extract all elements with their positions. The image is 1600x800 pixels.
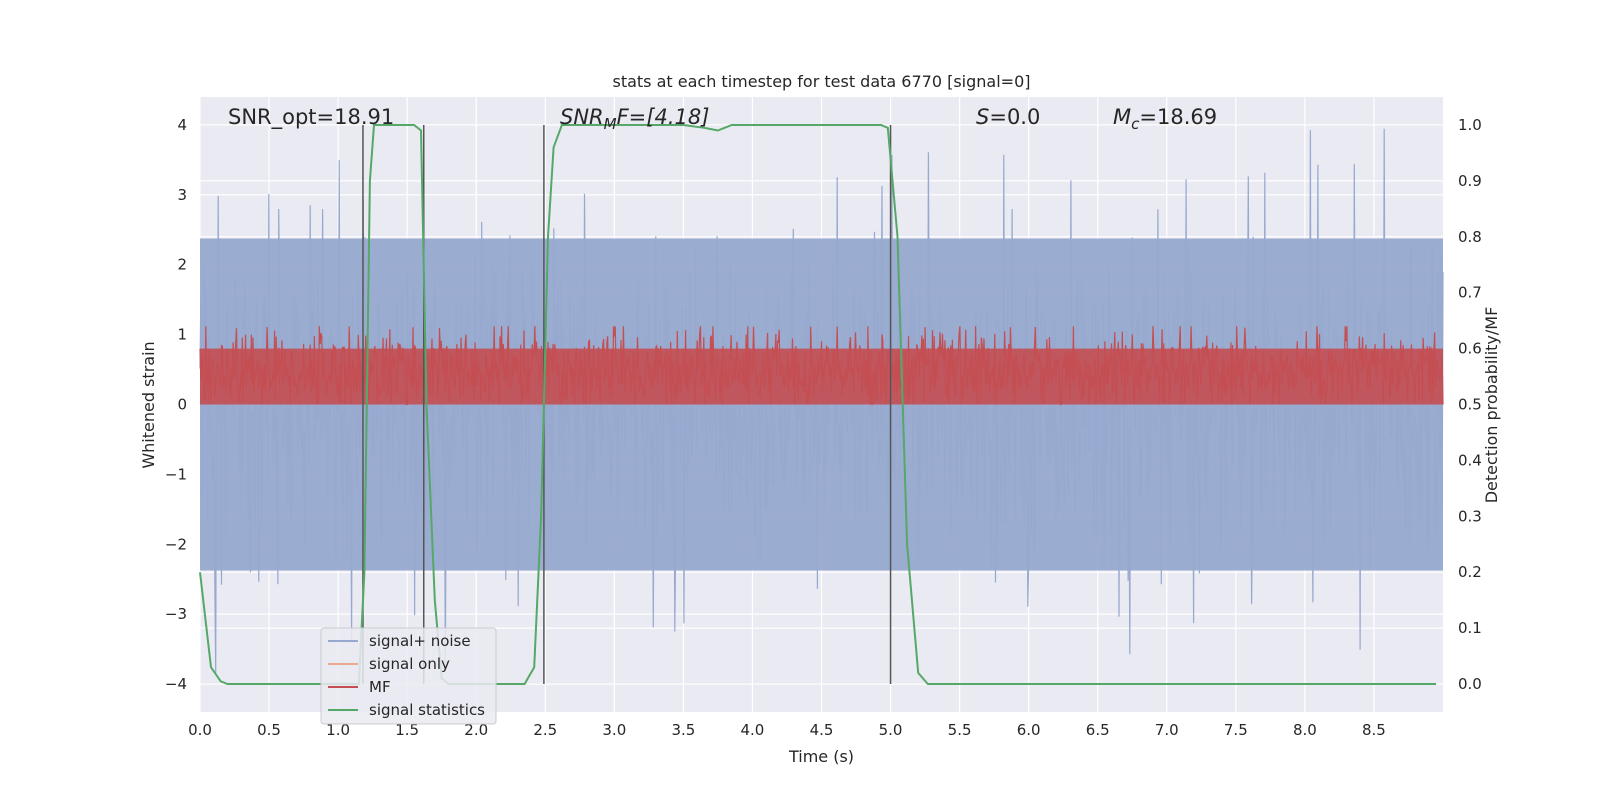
y-right-tick-label: 0.5 [1458,396,1482,414]
chart-title: stats at each timestep for test data 677… [612,72,1030,91]
x-tick-label: 5.0 [879,721,903,739]
x-tick-labels: 0.0 0.5 1.0 1.5 2.0 2.5 3.0 3.5 4.0 4.5 5.0 5.5 6.0 6… [188,721,1386,739]
y-left-tick-label: −4 [165,675,187,693]
annotation-snr-mf: SNRMF=[4.18] [560,105,709,133]
y-right-tick-label: 0.7 [1458,284,1482,302]
y-right-tick-label: 0.3 [1458,507,1482,525]
legend-box [320,627,497,725]
y-left-tick-label: −3 [165,605,187,623]
y-right-tick-label: 1.0 [1458,116,1482,134]
legend-label-signal-only: signal only [369,655,450,673]
x-tick-label: 8.5 [1362,721,1386,739]
legend-label-signal-statistics: signal statistics [369,701,485,719]
mf-line [199,326,1444,406]
x-tick-label: 5.5 [948,721,972,739]
x-tick-label: 6.5 [1086,721,1110,739]
x-tick-label: 7.0 [1155,721,1179,739]
x-tick-label: 4.0 [741,721,765,739]
x-tick-label: 0.0 [188,721,212,739]
annotation-s: S=0.0 [976,105,1040,129]
y-left-tick-label: 2 [177,256,187,274]
y-right-tick-label: 0.9 [1458,172,1482,190]
y-left-axis-label: Whitened strain [139,341,158,468]
x-tick-label: 8.0 [1293,721,1317,739]
x-tick-label: 0.5 [257,721,281,739]
x-tick-label: 1.5 [395,721,419,739]
y-right-axis-label: Detection probability/MF [1482,307,1501,504]
x-tick-label: 4.5 [810,721,834,739]
legend-label-signal-plus-noise: signal+ noise [369,632,471,650]
x-tick-label: 1.0 [326,721,350,739]
y-right-tick-label: 0.8 [1458,228,1482,246]
x-tick-label: 3.5 [671,721,695,739]
x-axis-label: Time (s) [788,747,854,766]
legend-label-mf: MF [369,678,391,696]
annotation-mc: Mc=18.69 [1113,105,1217,133]
y-right-tick-label: 0.1 [1458,619,1482,637]
y-right-tick-label: 0.2 [1458,563,1482,581]
x-tick-label: 3.0 [602,721,626,739]
y-left-tick-label: −2 [165,535,187,553]
legend: signal+ noise signal only MF signal stat… [320,627,497,725]
x-tick-label: 2.0 [464,721,488,739]
y-right-tick-labels: 1.0 0.9 0.8 0.7 0.6 0.5 0.4 0.3 0.2 0.1 0.0 [1458,116,1482,693]
x-tick-label: 7.5 [1224,721,1248,739]
series-mf [199,326,1444,406]
x-tick-label: 2.5 [533,721,557,739]
y-left-tick-label: 0 [177,396,187,414]
y-left-tick-label: 1 [177,326,187,344]
x-tick-label: 6.0 [1017,721,1041,739]
y-left-tick-label: 4 [177,116,187,134]
y-right-tick-label: 0.4 [1458,451,1482,469]
annotation-snr-opt: SNR_opt=18.91 [228,105,394,130]
y-right-tick-label: 0.6 [1458,340,1482,358]
y-left-tick-label: 3 [177,186,187,204]
y-left-tick-labels: 4 3 2 1 0 −1 −2 −3 −4 [165,116,187,693]
y-right-tick-label: 0.0 [1458,675,1482,693]
y-left-tick-label: −1 [165,465,187,483]
